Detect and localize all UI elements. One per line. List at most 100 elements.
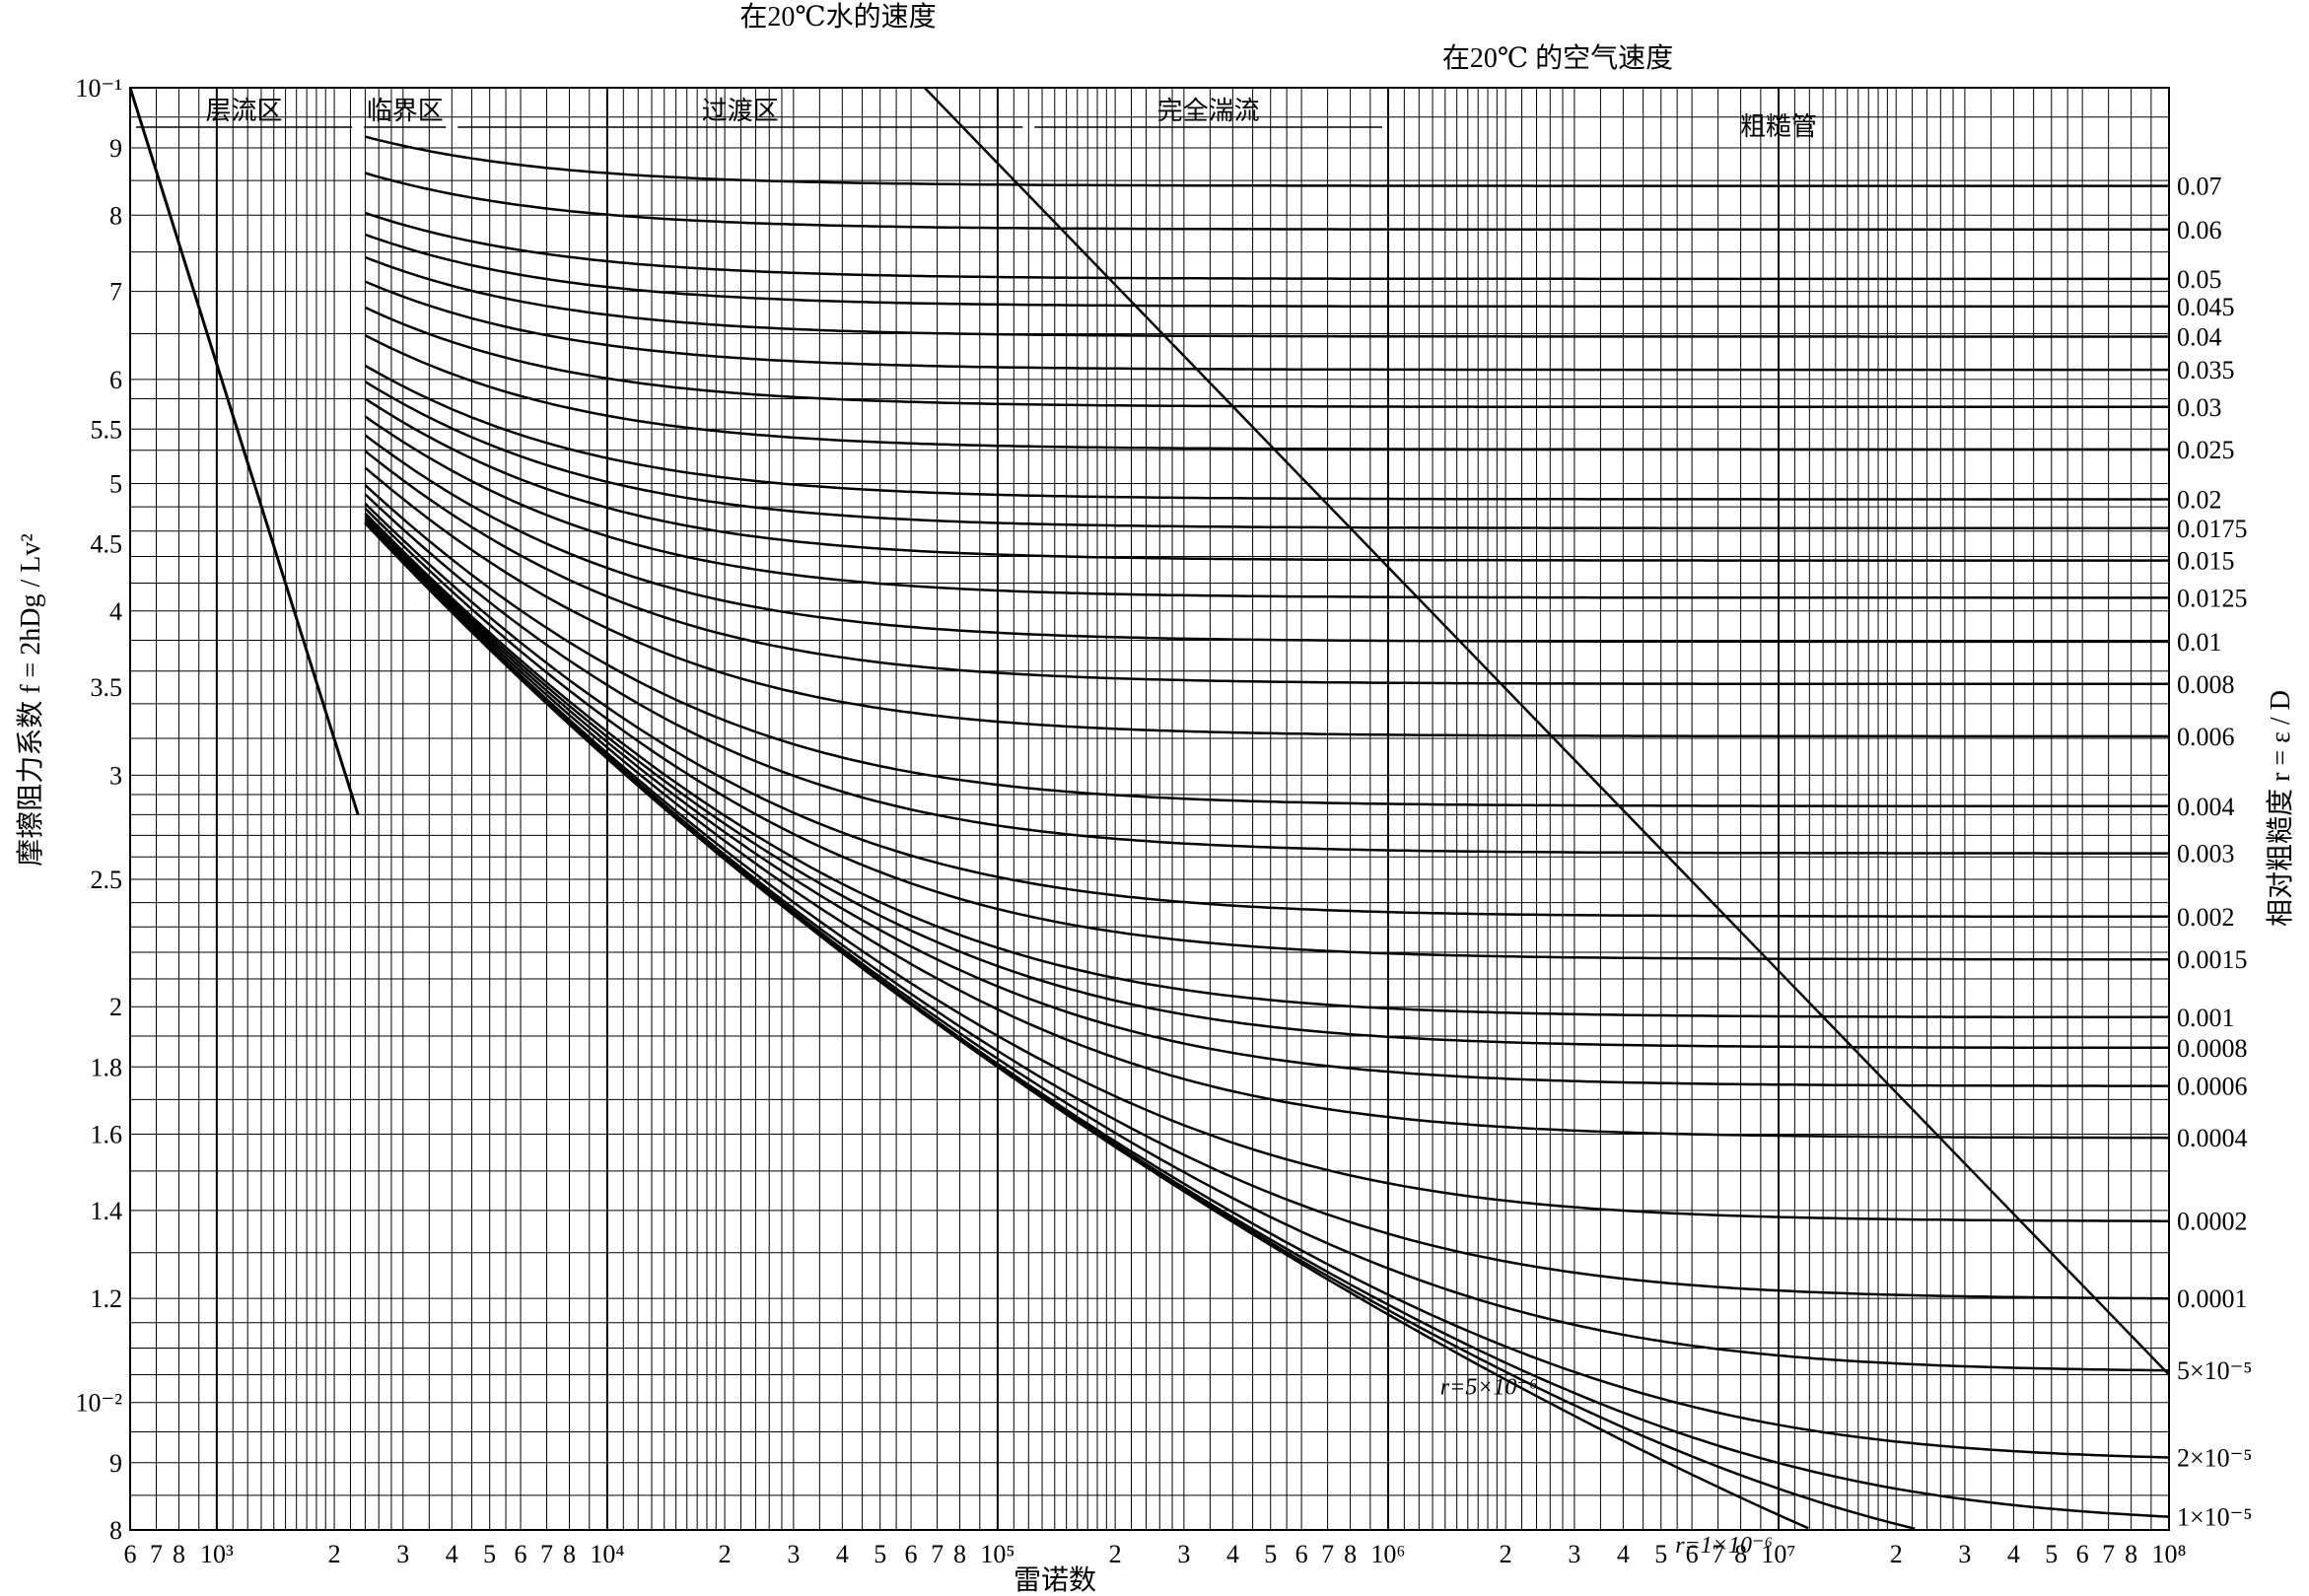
x-tick-label: 4 — [446, 1540, 458, 1568]
x-tick-label: 6 — [2076, 1540, 2089, 1568]
x-tick-label: 8 — [1344, 1540, 1357, 1568]
roughness-label: 0.025 — [2177, 436, 2235, 464]
x-tick-label: 5 — [483, 1540, 496, 1568]
x-tick-label: 7 — [2102, 1540, 2115, 1568]
y-tick-label: 2 — [109, 993, 122, 1021]
x-tick-labels: 6 7 8 10³ 2 3 4 5 6 7 8 10⁴ 2 3 4 5 6 7 8 10⁵ 2 3 4 5 6 7 8 10⁶ 2 3 4 5… — [124, 1540, 2187, 1568]
boundary-lines — [128, 87, 2170, 1376]
y-tick-label: 5.5 — [91, 415, 123, 444]
x-tick-label: 10⁸ — [2151, 1540, 2186, 1568]
x-axis-label: 雷诺数 — [1014, 1564, 1096, 1596]
y-tick-label: 2.5 — [91, 866, 123, 894]
y-tick-label: 10⁻¹ — [75, 74, 122, 103]
x-tick-label: 3 — [1958, 1540, 1971, 1568]
x-tick-label: 10⁷ — [1761, 1540, 1795, 1568]
roughness-curve — [364, 516, 2169, 1087]
roughness-labels: 0.070.060.050.0450.040.0350.030.0250.020… — [1440, 173, 2253, 1559]
roughness-label: 0.02 — [2177, 485, 2222, 514]
x-tick-label: 10³ — [200, 1540, 234, 1568]
y-tick-label: 9 — [109, 1449, 122, 1478]
roughness-curve — [364, 520, 2169, 1222]
roughness-curve — [364, 502, 2169, 919]
y-tick-label: 5 — [109, 469, 122, 498]
roughness-curve — [364, 507, 2169, 961]
x-tick-label: 7 — [540, 1540, 553, 1568]
right-axis-label: 相对粗糙度 r = ε / D — [2265, 690, 2296, 927]
grid-lines — [129, 87, 2170, 1531]
roughness-curve — [364, 521, 1809, 1530]
roughness-curve — [364, 518, 2170, 1140]
roughness-label: 0.0004 — [2177, 1124, 2248, 1152]
complete-turbulence-boundary — [923, 87, 2170, 1376]
x-tick-label: 4 — [1226, 1540, 1239, 1568]
plot-border — [129, 87, 2170, 1531]
roughness-label: 0.0008 — [2177, 1034, 2248, 1063]
y-axis-label: 摩擦阻力系数 f = 2hDg / Lv² — [15, 533, 46, 867]
y-tick-label: 4 — [109, 597, 122, 626]
roughness-label: 2×10⁻⁵ — [2177, 1443, 2252, 1472]
x-tick-label: 3 — [1177, 1540, 1190, 1568]
roughness-label: 0.015 — [2177, 547, 2235, 576]
roughness-label: 0.003 — [2177, 840, 2235, 868]
y-tick-label: 8 — [109, 1516, 122, 1545]
laminar-flow-line — [128, 87, 360, 815]
y-tick-label: 4.5 — [91, 530, 123, 559]
roughness-label: 0.07 — [2177, 173, 2222, 201]
roughness-curve — [364, 280, 2169, 372]
roughness-curve — [364, 397, 2169, 562]
roughness-label: 0.006 — [2177, 723, 2235, 751]
y-tick-label: 7 — [109, 278, 122, 307]
x-tick-label: 10⁶ — [1370, 1540, 1405, 1568]
y-tick-label: 1.2 — [91, 1284, 123, 1313]
roughness-curve — [364, 520, 2170, 1300]
y-tick-labels: 10⁻¹ 9 8 7 6 5.5 5 4.5 4 3.5 3 2.5 2 1.8 1.6 1.4 1.2 10⁻²… — [75, 74, 122, 1545]
y-tick-label: 1.6 — [91, 1121, 123, 1149]
x-tick-label: 8 — [1734, 1540, 1747, 1568]
roughness-label: 0.002 — [2177, 903, 2235, 932]
x-tick-label: 7 — [150, 1540, 163, 1568]
roughness-curve — [364, 466, 2169, 738]
y-tick-label: 1.4 — [91, 1197, 123, 1225]
x-tick-label: 7 — [931, 1540, 944, 1568]
roughness-label: 0.008 — [2177, 670, 2235, 699]
flow-zone-label: 粗糙管 — [1740, 112, 1817, 141]
roughness-label: 0.0006 — [2177, 1073, 2248, 1101]
y-tick-label: 9 — [109, 134, 122, 163]
roughness-curve — [364, 415, 2169, 599]
roughness-label: 0.03 — [2177, 393, 2222, 422]
x-tick-label: 10⁵ — [980, 1540, 1015, 1568]
x-tick-label: 10⁴ — [590, 1540, 624, 1568]
x-tick-label: 5 — [2045, 1540, 2058, 1568]
x-tick-label: 2 — [328, 1540, 341, 1568]
roughness-label: 0.0001 — [2177, 1284, 2248, 1313]
roughness-curve — [365, 135, 2169, 187]
chart-labels: 在20℃水的速度 在20℃ 的空气速度 雷诺数 摩擦阻力系数 f = 2hDg … — [15, 1, 2296, 1596]
roughness-label: 1×10⁻⁵ — [2177, 1503, 2252, 1532]
x-tick-label: 6 — [1686, 1540, 1699, 1568]
roughness-curve — [364, 233, 2169, 309]
roughness-curve — [364, 434, 2169, 644]
roughness-curve — [364, 334, 2169, 451]
x-tick-label: 6 — [1295, 1540, 1308, 1568]
roughness-curve — [364, 364, 2169, 501]
roughness-curve — [364, 521, 2170, 1459]
x-tick-label: 3 — [1568, 1540, 1580, 1568]
roughness-label: 0.05 — [2177, 265, 2222, 294]
x-tick-label: 5 — [874, 1540, 886, 1568]
x-tick-label: 4 — [1617, 1540, 1630, 1568]
roughness-curve — [364, 484, 2169, 808]
x-tick-label: 6 — [905, 1540, 918, 1568]
roughness-curve — [364, 512, 2169, 1019]
plot-frame — [129, 87, 2170, 1531]
roughness-label: 0.004 — [2177, 793, 2235, 821]
flow-zone-label: 层流区 — [206, 97, 283, 125]
roughness-curve — [364, 255, 2169, 338]
roughness-curve — [364, 521, 1916, 1530]
x-tick-label: 8 — [2125, 1540, 2137, 1568]
y-tick-label: 1.8 — [91, 1053, 123, 1081]
roughness-curve — [364, 450, 2169, 686]
x-tick-label: 3 — [396, 1540, 409, 1568]
roughness-label: 0.035 — [2177, 356, 2235, 384]
x-tick-label: 8 — [173, 1540, 185, 1568]
